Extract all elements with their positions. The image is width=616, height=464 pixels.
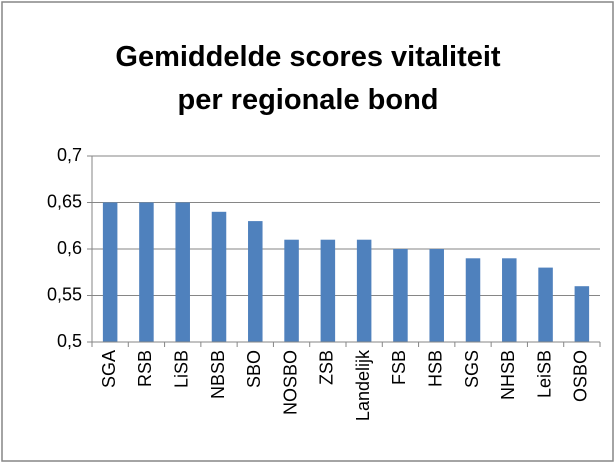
- bar: [429, 249, 444, 342]
- x-tick-label: SGA: [99, 350, 119, 388]
- y-tick-label: 0,6: [57, 238, 82, 258]
- bar: [102, 202, 118, 342]
- x-tick-label: OSBO: [571, 350, 591, 402]
- bar: [465, 258, 481, 342]
- bar: [574, 286, 590, 342]
- y-tick-label: 0,7: [57, 145, 82, 165]
- y-tick-label: 0,5: [57, 331, 82, 351]
- x-tick-label: FSB: [389, 350, 409, 385]
- x-tick-label: HSB: [425, 350, 445, 387]
- chart-title: Gemiddelde scores vitaliteit per regiona…: [115, 41, 501, 116]
- bar: [538, 267, 553, 342]
- x-tick-label: SBO: [244, 350, 264, 388]
- x-tick-label: RSB: [135, 350, 155, 387]
- bar: [502, 258, 517, 342]
- x-tick-label: LiSB: [171, 350, 191, 388]
- x-tick-label: ZSB: [317, 350, 337, 385]
- bar: [356, 239, 372, 342]
- bar: [211, 211, 227, 342]
- bar: [248, 221, 263, 342]
- x-tick-label: NHSB: [498, 350, 518, 400]
- bar: [139, 202, 154, 342]
- y-tick-label: 0,55: [47, 284, 82, 304]
- y-tick-label: 0,65: [47, 191, 82, 211]
- bar: [393, 249, 408, 342]
- x-tick-label: NBSB: [208, 350, 228, 399]
- bar: [320, 239, 336, 342]
- bar: [175, 202, 190, 342]
- bar: [284, 239, 299, 342]
- x-tick-label: SGS: [462, 350, 482, 388]
- x-tick-label: LeiSB: [534, 350, 554, 398]
- x-tick-label: NOSBO: [280, 350, 300, 415]
- x-tick-label: Landelijk: [353, 349, 373, 421]
